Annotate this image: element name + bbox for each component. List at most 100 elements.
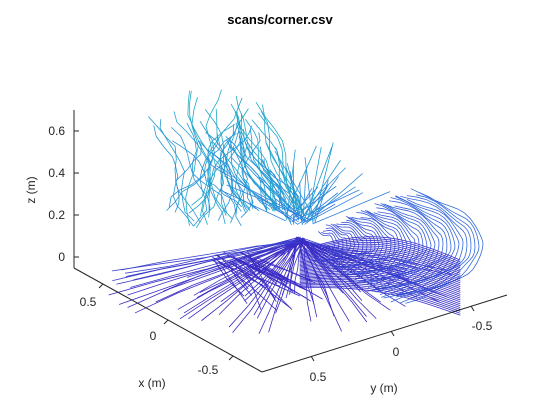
scan-line: [299, 272, 461, 299]
scan-line: [299, 252, 461, 278]
scan-line: [260, 110, 303, 211]
scan-line: [358, 210, 408, 283]
scan-line: [227, 140, 267, 211]
scan-line: [299, 254, 461, 280]
scan-line: [191, 97, 243, 206]
scan-line: [299, 247, 461, 272]
scan-line: [392, 199, 464, 296]
y-tick-label: 0.5: [310, 370, 327, 384]
scan-line: [130, 237, 301, 288]
scan-line: [215, 108, 254, 210]
scan-line: [299, 241, 461, 267]
z-axis-label: z (m): [24, 176, 38, 203]
x-tick-mark-1: [163, 319, 169, 325]
scan-line: [187, 90, 227, 216]
scan-line: [300, 187, 327, 220]
scan-line: [299, 258, 461, 284]
z-tick-label: 0.2: [48, 208, 65, 222]
x-tick-label: 0.5: [80, 295, 97, 309]
x-tick-label: 0: [150, 329, 157, 343]
x-axis-label: x (m): [138, 376, 165, 390]
scan-line: [236, 111, 274, 211]
scan-line: [234, 111, 275, 211]
scan-line: [173, 111, 233, 220]
scan-line: [299, 285, 461, 314]
scan-line: [216, 254, 249, 290]
scan-line: [366, 204, 436, 292]
scan-line: [299, 182, 303, 222]
scan-line: [186, 122, 211, 218]
scan-line: [299, 277, 461, 305]
x-tick-label: -0.5: [198, 363, 219, 377]
scan-lines: [108, 89, 484, 334]
scan-line: [148, 116, 201, 223]
scan-line: [222, 267, 248, 304]
scan-line: [299, 251, 461, 276]
scan-line: [299, 287, 461, 316]
scan-line: [247, 266, 277, 302]
scan-line: [127, 239, 303, 308]
y-tick-mark-1: [390, 330, 395, 337]
scan-line: [234, 95, 248, 213]
scan-line: [265, 142, 305, 217]
y-axis-line: [261, 294, 508, 373]
scan-line: [390, 194, 476, 303]
scan-line: [299, 245, 461, 270]
y-tick-mark-2: [310, 355, 315, 362]
y-tick-mark-0: [470, 305, 475, 312]
x-tick-mark-0: [98, 283, 104, 289]
scan-line: [299, 282, 461, 310]
scan-line: [299, 279, 461, 306]
scan-line: [121, 241, 301, 271]
scan-line: [199, 120, 226, 225]
scan-line: [302, 170, 307, 217]
z-tick-label: 0: [58, 250, 65, 264]
scan-line: [274, 151, 314, 217]
scan-line: [299, 262, 461, 287]
scan-line: [230, 104, 274, 212]
scan-line: [313, 142, 334, 222]
scan-line: [242, 257, 303, 286]
scan-line: [400, 192, 480, 304]
scan-line: [307, 192, 338, 217]
scan-line: [255, 101, 300, 211]
scan-line: [299, 284, 461, 312]
scan-line: [299, 265, 461, 291]
scan-line: [248, 143, 286, 210]
x-tick-mark-2: [228, 355, 234, 361]
z-tick-label: 0.4: [48, 166, 65, 180]
scan-line: [247, 264, 306, 290]
scan-line: [185, 90, 199, 226]
scan-line: [225, 136, 270, 210]
scan-line: [177, 241, 304, 310]
scan-line: [299, 243, 461, 268]
scan-line: [374, 203, 432, 289]
scan-line: [299, 280, 461, 308]
scan-line: [230, 262, 291, 309]
scan-line: [313, 191, 391, 224]
scan-line: [218, 124, 234, 221]
scan-line: [212, 260, 281, 287]
scan-line: [304, 146, 333, 220]
y-axis-label: y (m): [370, 381, 397, 395]
scan-line: [299, 270, 461, 297]
scan-line: [299, 236, 461, 261]
scan-line: [341, 217, 380, 275]
scan-line: [125, 238, 301, 277]
scan-line: [226, 139, 268, 212]
scan-line: [258, 265, 283, 281]
scan-line: [171, 127, 228, 214]
scan-line: [188, 238, 305, 319]
scan-line: [256, 257, 312, 281]
scan-line: [240, 140, 277, 211]
scan-line: [299, 274, 461, 301]
scan-line: [345, 217, 388, 275]
scan-line: [299, 267, 461, 293]
y-tick-label: 0: [393, 345, 400, 359]
scan-line: [166, 124, 235, 211]
chart-title: scans/corner.csv: [227, 12, 333, 27]
scan-line: [299, 260, 461, 286]
scan-line: [245, 119, 289, 211]
scan-line: [134, 242, 296, 314]
